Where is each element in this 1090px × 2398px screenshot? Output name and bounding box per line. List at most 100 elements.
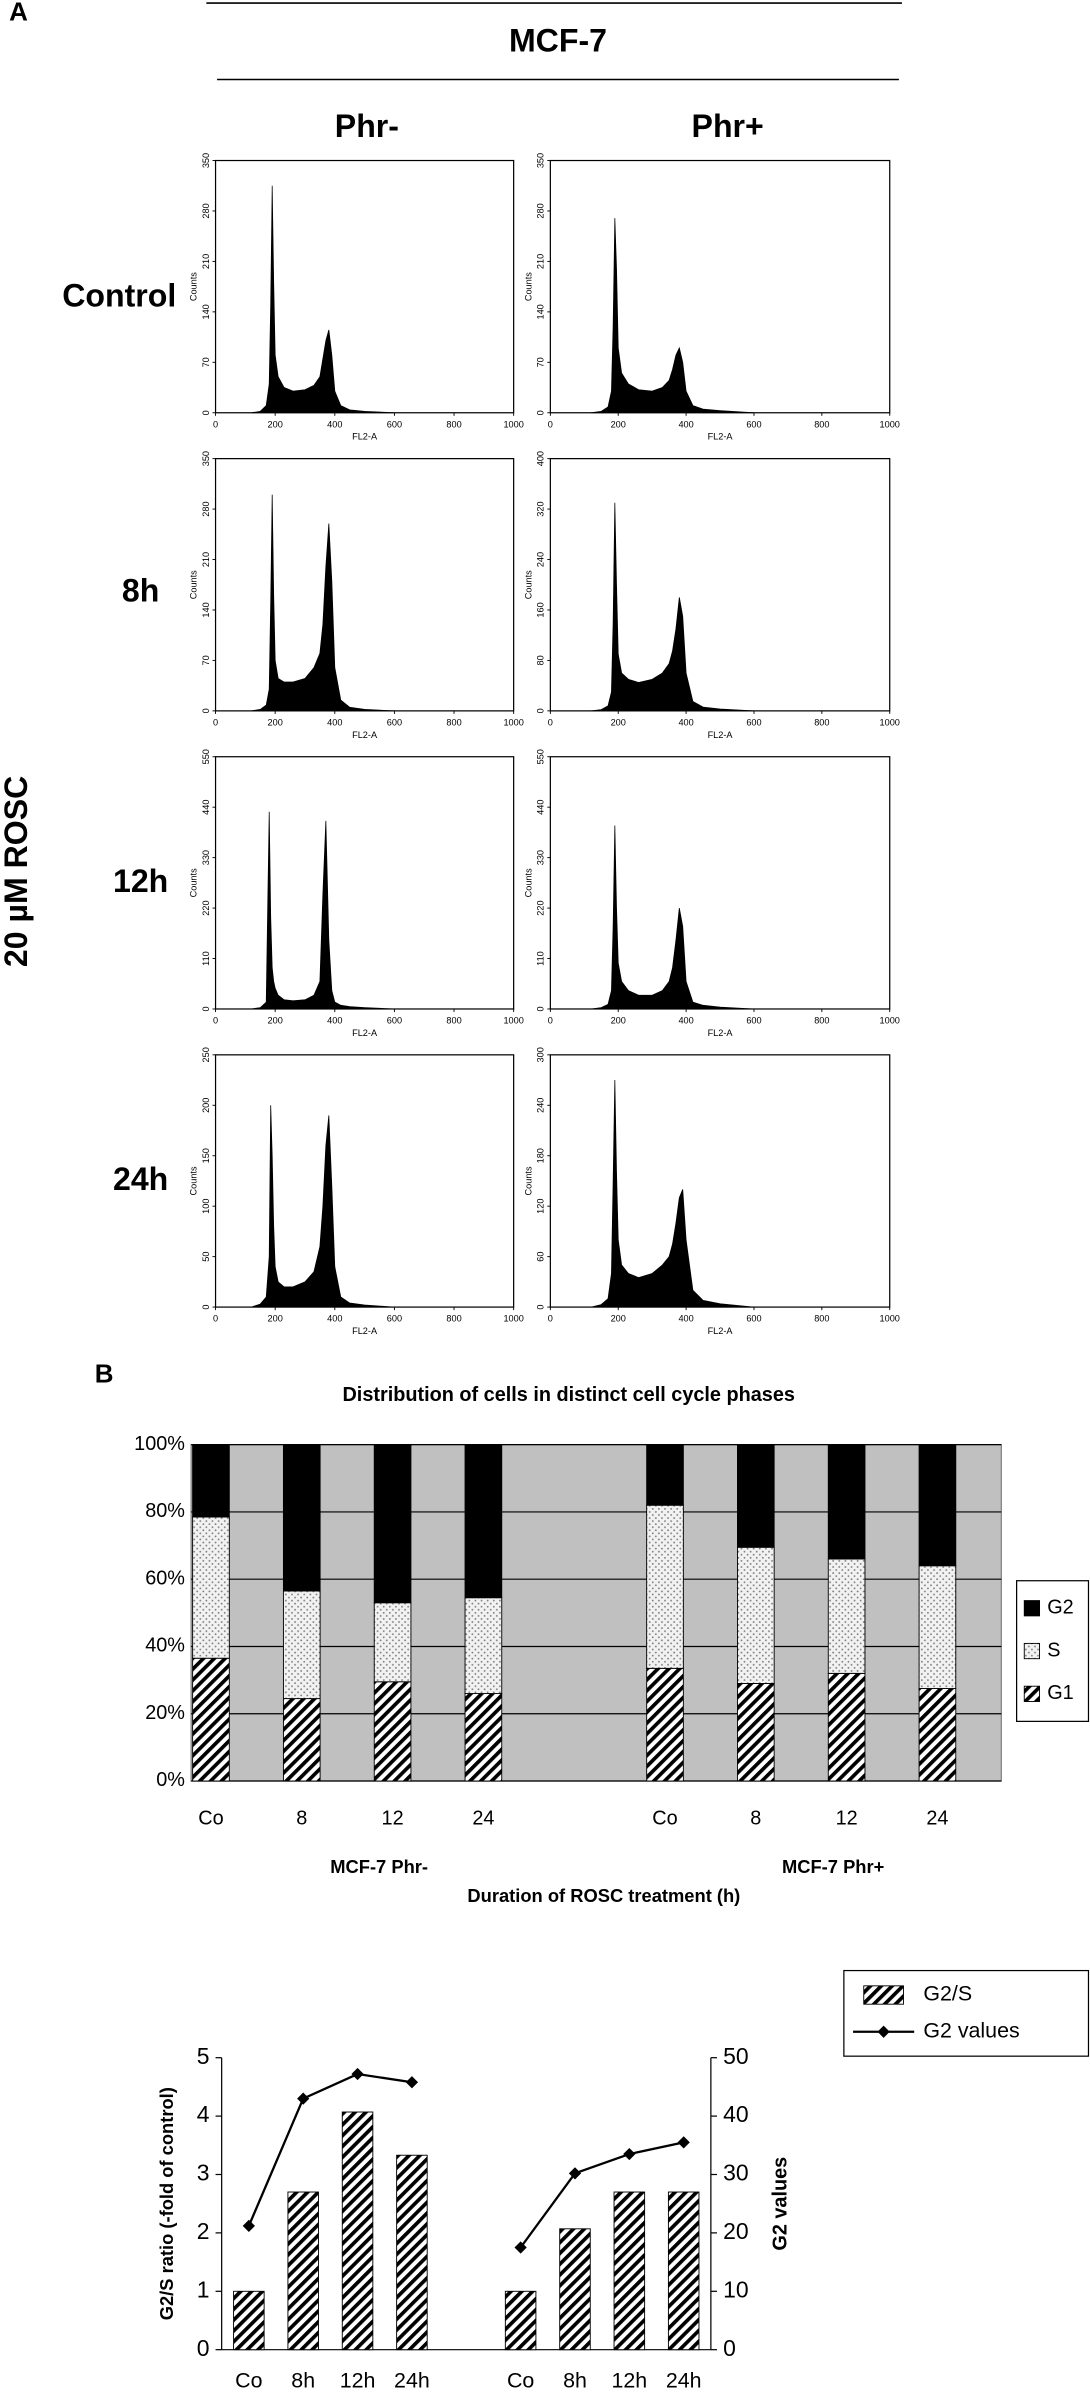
row-label: 8h — [122, 573, 159, 609]
x-tick-label: Co — [507, 2368, 534, 2392]
x-tick-label: 12 — [836, 1807, 858, 1829]
x-tick-label: 400 — [327, 718, 342, 728]
plot-area — [190, 1444, 1002, 1782]
plot-frame — [549, 458, 891, 712]
y2-tick-label: 20 — [723, 2218, 749, 2244]
histogram — [251, 494, 395, 712]
x-axis-label: FL2-A — [708, 1326, 734, 1336]
line — [247, 2072, 684, 2249]
legend-swatch — [863, 1985, 904, 2005]
x-tick-label: 800 — [446, 419, 461, 429]
y-tick-label: 140 — [201, 602, 211, 617]
x-tick-label: 200 — [611, 1016, 626, 1026]
bar-segment — [827, 1558, 866, 1674]
y-tick-label: 330 — [201, 850, 211, 865]
bar-segment — [827, 1672, 866, 1782]
y-tick-label: 350 — [201, 451, 211, 466]
y-tick-label: 280 — [201, 203, 211, 218]
x-axis-label: Duration of ROSC treatment (h) — [467, 1885, 740, 1906]
y-tick-label: 440 — [201, 800, 211, 815]
bar — [613, 2191, 646, 2351]
row-label: 12h — [113, 863, 168, 899]
legend-label: S — [1047, 1639, 1060, 1661]
x-tick-label: 400 — [327, 419, 342, 429]
x-tick-label: 600 — [387, 1016, 402, 1026]
y-axis-label: Counts — [523, 570, 533, 599]
x-tick-label: 400 — [678, 718, 693, 728]
x-axis-label: FL2-A — [352, 1028, 378, 1038]
x-tick-label: 0 — [213, 1314, 218, 1324]
chart-title: Distribution of cells in distinct cell c… — [342, 1384, 794, 1406]
x-tick-label: 200 — [268, 718, 283, 728]
x-tick-label: 800 — [446, 1016, 461, 1026]
y-tick-label: 210 — [201, 552, 211, 567]
column-label: Phr+ — [692, 108, 764, 144]
y-tick-label: 4 — [197, 2101, 210, 2127]
x-tick-label: 0 — [213, 718, 218, 728]
x-tick-label: 600 — [387, 419, 402, 429]
y-tick-label: 550 — [536, 749, 546, 764]
y-axis-label: Counts — [189, 1166, 199, 1195]
x-axis-label: FL2-A — [708, 730, 734, 740]
y-tick-label: 110 — [536, 951, 546, 966]
x-tick-label: 200 — [268, 1016, 283, 1026]
bar — [504, 2290, 537, 2351]
bar-segment — [918, 1688, 957, 1782]
y-axis-label: Counts — [523, 868, 533, 897]
y-tick-label: 350 — [536, 153, 546, 168]
legend-label: G1 — [1047, 1682, 1074, 1704]
bar-segment — [827, 1444, 866, 1560]
legend-frame — [843, 1969, 1090, 2057]
y-tick-label: 3 — [197, 2160, 210, 2186]
bar-segment — [737, 1546, 775, 1684]
y-tick-label: 320 — [536, 501, 546, 516]
y-tick-label: 250 — [201, 1047, 211, 1062]
x-axis-label: FL2-A — [352, 730, 378, 740]
x-tick-label: 200 — [611, 1314, 626, 1324]
y-tick-label: 240 — [536, 1098, 546, 1113]
x-tick-label: 400 — [327, 1016, 342, 1026]
bar-segment — [918, 1444, 957, 1567]
y-tick-label: 80% — [145, 1500, 185, 1522]
x-tick-label: 8h — [291, 2368, 315, 2392]
x-tick-label: 400 — [678, 1314, 693, 1324]
y-tick-label: 440 — [536, 800, 546, 815]
x-tick-label: 12h — [611, 2368, 647, 2392]
x-tick-label: 600 — [746, 1016, 761, 1026]
y-tick-label: 100 — [201, 1199, 211, 1214]
histogram — [251, 811, 395, 1010]
plot-frame — [549, 1054, 891, 1308]
cell-line: MCF-7 — [509, 22, 607, 58]
y-axis-label: Counts — [189, 272, 199, 301]
y-tick-label: 60% — [145, 1567, 185, 1589]
y-tick-label: 140 — [201, 304, 211, 319]
bar-segment — [282, 1444, 321, 1592]
bar-segment — [282, 1698, 321, 1782]
bar — [233, 2290, 265, 2351]
x-tick-label: Co — [198, 1807, 223, 1829]
bar-segment — [192, 1516, 230, 1659]
x-tick-label: 800 — [814, 718, 829, 728]
y-tick-label: 0 — [536, 410, 546, 415]
x-tick-label: 0 — [548, 718, 553, 728]
bar-segment — [373, 1602, 412, 1683]
legend-swatch — [1023, 1600, 1041, 1617]
x-tick-label: 400 — [327, 1314, 342, 1324]
y-tick-label: 200 — [201, 1098, 211, 1113]
row-label: 24h — [113, 1161, 168, 1197]
histogram — [590, 1080, 755, 1308]
x-tick-label: 0 — [213, 419, 218, 429]
y-tick-label: 100% — [134, 1433, 185, 1455]
x-tick-label: 1000 — [880, 1016, 900, 1026]
y-tick-label: 0% — [156, 1769, 185, 1791]
x-tick-label: 800 — [446, 1314, 461, 1324]
y-axis-label: G2/S ratio (-fold of control) — [156, 2087, 177, 2320]
bar-segment — [737, 1444, 775, 1548]
histogram — [591, 825, 755, 1010]
y-tick-label: 2 — [197, 2218, 210, 2244]
y-tick-label: 1 — [197, 2276, 210, 2302]
x-tick-label: 600 — [746, 718, 761, 728]
x-tick-label: 24 — [926, 1807, 948, 1829]
y2-tick-label: 10 — [723, 2276, 749, 2302]
